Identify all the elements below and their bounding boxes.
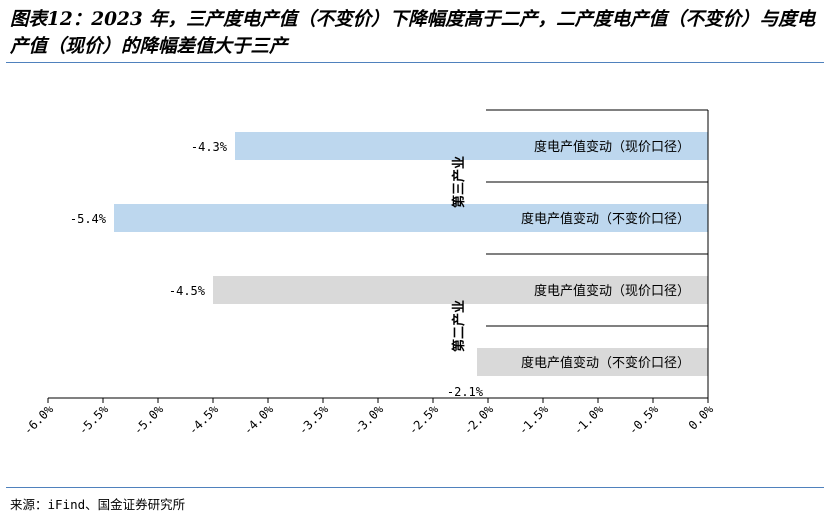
x-tick-label-5: -3.5% <box>296 402 332 438</box>
bar-0-0 <box>235 132 708 160</box>
x-tick-label-1: -5.5% <box>76 402 112 438</box>
value-label-0-0: -4.3% <box>191 140 228 154</box>
value-label-1-0: -4.5% <box>169 284 206 298</box>
x-tick-label-2: -5.0% <box>131 402 167 438</box>
title-divider <box>6 62 824 63</box>
x-tick-label-0: -6.0% <box>21 402 57 438</box>
x-tick-label-12: 0.0% <box>686 402 717 433</box>
x-tick-label-10: -1.0% <box>571 402 607 438</box>
category-label-0-1: 度电产值变动（不变价口径） <box>521 211 690 227</box>
x-tick-label-6: -3.0% <box>351 402 387 438</box>
group-label-0: 第三产业 <box>451 156 467 208</box>
source-note: 来源：iFind、国金证券研究所 <box>10 497 186 512</box>
bar-1-1 <box>477 348 708 376</box>
chart-title: 图表12：2023 年，三产度电产值（不变价）下降幅度高于二产，二产度电产值（不… <box>10 9 816 57</box>
x-tick-label-4: -4.0% <box>241 402 277 438</box>
x-tick-label-11: -0.5% <box>626 402 662 438</box>
x-tick-label-3: -4.5% <box>186 402 222 438</box>
bar-1-0 <box>213 276 708 304</box>
category-label-1-0: 度电产值变动（现价口径） <box>534 283 690 299</box>
footer-divider <box>6 487 824 488</box>
category-label-0-0: 度电产值变动（现价口径） <box>534 139 690 155</box>
category-label-1-1: 度电产值变动（不变价口径） <box>521 355 690 371</box>
value-label-1-1: -2.1% <box>447 385 484 399</box>
x-tick-label-9: -1.5% <box>516 402 552 438</box>
x-tick-label-8: -2.0% <box>461 402 497 438</box>
x-tick-label-7: -2.5% <box>406 402 442 438</box>
group-label-1: 第二产业 <box>451 300 467 352</box>
value-label-0-1: -5.4% <box>70 212 107 226</box>
bar-0-1 <box>114 204 708 232</box>
